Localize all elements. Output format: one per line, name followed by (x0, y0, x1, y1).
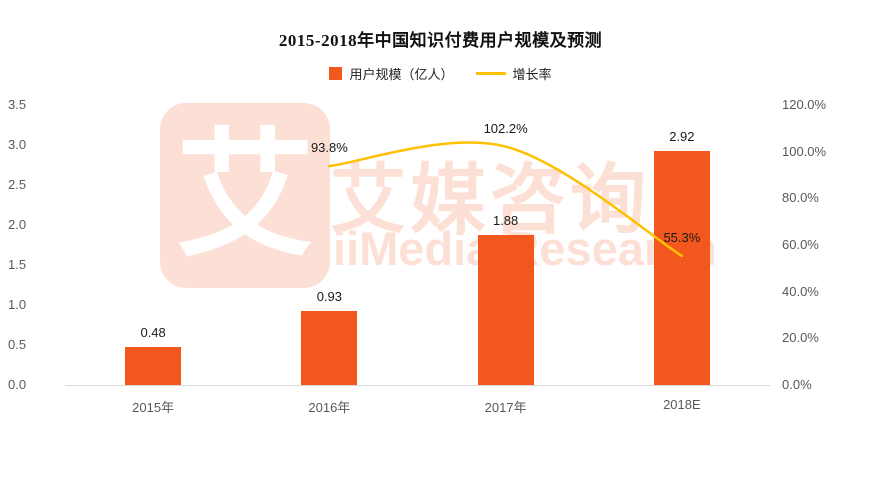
watermark-logo: 艾 (160, 103, 330, 288)
bar-value-label-2: 1.88 (492, 212, 519, 228)
line-value-label-0: 93.8% (310, 140, 348, 156)
left-axis-tick: 3.0 (8, 137, 27, 152)
right-axis-tick: 100.0% (782, 143, 827, 159)
line-swatch-icon (475, 72, 506, 75)
left-axis-tick: 1.0 (8, 297, 27, 312)
right-axis-tick: 20.0% (782, 330, 819, 346)
bar-value-label-1: 0.93 (316, 288, 343, 304)
right-axis-tick: 80.0% (782, 190, 819, 206)
left-axis-tick: 0.0 (8, 377, 27, 392)
x-axis-label-3: 2018E (663, 397, 701, 412)
bar-swatch-icon (329, 67, 343, 80)
right-axis-tick: 0.0% (782, 377, 812, 392)
x-axis-label-1: 2016年 (308, 400, 351, 415)
legend-label-user-scale: 用户规模（亿人） (349, 67, 454, 82)
legend-item-user-scale: 用户规模（亿人） (329, 64, 454, 83)
left-axis-tick: 3.5 (8, 97, 27, 112)
right-axis-tick: 60.0% (782, 237, 819, 252)
legend-item-growth-rate: 增长率 (475, 64, 552, 83)
bar-value-label-0: 0.48 (140, 324, 166, 340)
left-axis-tick: 2.5 (8, 177, 27, 192)
chart-legend: 用户规模（亿人） 增长率 (0, 64, 881, 83)
bar-2 (477, 234, 534, 385)
watermark-text-cn: 艾媒咨询 (330, 158, 650, 243)
chart-title: 2015-2018年中国知识付费用户规模及预测 (278, 31, 603, 50)
left-axis-tick: 1.5 (8, 257, 27, 272)
watermark-logo-glyph: 艾 (175, 118, 314, 273)
bar-1 (301, 310, 358, 385)
line-value-label-1: 102.2% (483, 120, 528, 136)
x-axis-label-2: 2017年 (484, 400, 527, 415)
right-axis-tick: 120.0% (782, 97, 827, 112)
left-axis-tick: 0.5 (8, 337, 27, 352)
bar-3 (653, 151, 710, 385)
right-axis-tick: 40.0% (782, 283, 819, 299)
bar-0 (125, 346, 182, 385)
bar-value-label-3: 2.92 (669, 129, 695, 145)
line-value-label-2: 55.3% (663, 229, 701, 245)
legend-label-growth-rate: 增长率 (512, 67, 552, 82)
left-axis-tick: 2.0 (8, 217, 27, 232)
plot-area: 艾 艾媒咨询 iiMedia Research 3.5 3.0 2.5 2.0 1.5 1… (8, 97, 826, 415)
x-axis-label-0: 2015年 (132, 400, 175, 415)
